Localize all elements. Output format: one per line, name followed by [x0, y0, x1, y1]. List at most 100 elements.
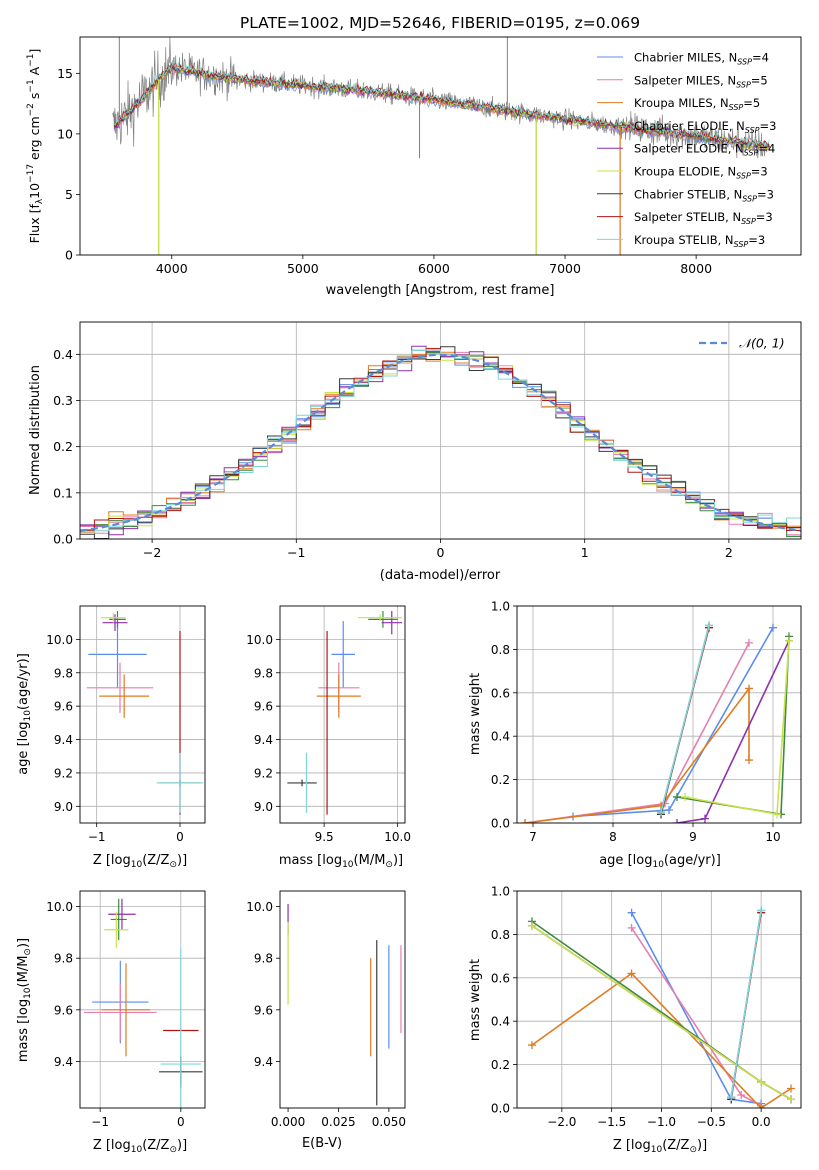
axes-frame — [79, 605, 206, 824]
y-tick-label: 0.8 — [491, 643, 510, 657]
y-tick-label: 9.8 — [254, 666, 273, 680]
y-tick-label: 0.1 — [53, 485, 73, 500]
marker-kroupa-miles — [627, 969, 636, 978]
marker-kroupa-miles — [787, 1084, 796, 1093]
y-tick-label: 9.4 — [54, 1055, 73, 1069]
plot-area — [521, 621, 793, 823]
marker-kroupa-elodie — [787, 1095, 796, 1104]
marker-salpeter-elodie — [701, 814, 709, 823]
axes-frame — [516, 605, 802, 824]
y-tick-label: 10.0 — [46, 633, 73, 647]
x-tick-label: 8 — [609, 830, 617, 844]
x-tick-label: 2 — [725, 545, 733, 560]
massweight-vs-age-panel: 7 8 9 10 0.0 0.2 0.4 0.6 0.8 1.0 — [491, 600, 802, 844]
spectrum-ylabel: Flux [fλ10−17 erg cm−2 s−1 A−1] — [26, 49, 45, 244]
grid — [80, 606, 205, 823]
y-tick-label: 9.6 — [54, 700, 73, 714]
marker-kroupa-miles — [745, 756, 753, 765]
marker-kroupa-stelib — [657, 808, 665, 817]
y-tick-label: 9.4 — [54, 733, 73, 747]
marker-kroupa-miles — [757, 1104, 766, 1108]
x-tick-label: 0.050 — [372, 1115, 406, 1129]
marker-kroupa-elodie — [527, 921, 536, 930]
mwAge-xlabel: age [log10(age/yr)] — [599, 853, 721, 870]
y-tick-label: 9.8 — [54, 666, 73, 680]
axes-frame — [79, 36, 802, 256]
mass-vs-ebv-panel: 0.000 0.025 0.050 9.4 9.6 9.8 10.0 — [246, 890, 406, 1129]
series-line-chabrier-miles — [630, 912, 762, 1105]
series-line-kroupa-miles — [531, 972, 792, 1108]
spectrum-panel: 4000 5000 6000 7000 8000 0 5 10 15 Chabrier MILES… — [57, 36, 802, 276]
massZ-xlabel: Z [log10(Z/Z⊙)] — [93, 1138, 187, 1155]
x-tick-label: 1 — [581, 545, 589, 560]
plot-area — [80, 345, 801, 539]
series-line-kroupa-stelib — [730, 910, 762, 1098]
y-tick-label: 0.3 — [53, 393, 73, 408]
legend-label-kroupa-stelib: Kroupa STELIB, NSSP=3 — [634, 233, 765, 249]
y-tick-label: 0 — [65, 248, 73, 263]
ageZ-ylabel: age [log10(age/yr)] — [16, 653, 33, 775]
model-line-chabrier-stelib — [113, 64, 770, 149]
y-tick-label: 0.8 — [491, 928, 510, 942]
x-tick-label: 6000 — [418, 261, 450, 276]
age-vs-metallicity-panel: −1 0 9.0 9.2 9.4 9.6 9.8 10.0 — [46, 605, 206, 844]
legend-label-chabrier-stelib: Chabrier STELIB, NSSP=3 — [634, 187, 774, 203]
axes-frame — [279, 890, 406, 1109]
legend-label-normal: 𝒩(0, 1) — [739, 336, 785, 351]
x-tick-label: 0 — [437, 545, 445, 560]
marker-salpeter-miles — [737, 1090, 746, 1099]
x-tick-label: −2.0 — [547, 1115, 576, 1129]
marker-kroupa-elodie — [681, 792, 689, 801]
x-tick-label: 0.000 — [271, 1115, 305, 1129]
marker-kroupa-elodie — [757, 1077, 766, 1086]
spectrum-xlabel: wavelength [Angstrom, rest frame] — [326, 283, 555, 298]
y-tick-label: 0.4 — [53, 347, 73, 362]
plot-area — [527, 906, 796, 1108]
y-tick-label: 0.0 — [491, 1102, 510, 1116]
axes-frame — [279, 605, 406, 824]
x-tick-label: −1.0 — [647, 1115, 676, 1129]
legend-label-salpeter-stelib: Salpeter STELIB, NSSP=3 — [634, 210, 773, 226]
marker-chabrier-miles — [665, 805, 673, 814]
histogram-step-kroupa-elodie — [80, 347, 801, 532]
hist-ylabel: Normed distribution — [28, 365, 43, 495]
ageZ-xlabel: Z [log10(Z/Z⊙)] — [93, 853, 187, 870]
y-tick-label: 0.6 — [491, 971, 510, 985]
marker-chabrier-miles — [769, 623, 777, 632]
y-tick-label: 0.0 — [491, 817, 510, 831]
legend-label-kroupa-miles: Kroupa MILES, NSSP=5 — [634, 96, 760, 112]
y-tick-label: 0.4 — [491, 730, 510, 744]
y-tick-label: 9.8 — [54, 952, 73, 966]
normal-curve — [80, 353, 801, 532]
y-tick-label: 0.0 — [53, 532, 73, 547]
plot-area — [86, 611, 204, 815]
figure-title: PLATE=1002, MJD=52646, FIBERID=0195, z=0… — [240, 14, 640, 32]
legend-label-chabrier-miles: Chabrier MILES, NSSP=4 — [634, 51, 769, 67]
legend-label-salpeter-elodie: Salpeter ELODIE, NSSP=4 — [634, 142, 775, 158]
y-tick-label: 9.2 — [54, 766, 73, 780]
x-tick-label: 8000 — [680, 261, 712, 276]
y-tick-label: 0.2 — [491, 1058, 510, 1072]
grid — [80, 891, 205, 1108]
y-tick-label: 9.6 — [54, 1003, 73, 1017]
massZ-ylabel: mass [log10(M/M⊙)] — [16, 938, 33, 1062]
legend-label-chabrier-elodie: Chabrier ELODIE, NSSP=3 — [634, 119, 776, 135]
y-tick-label: 9.0 — [54, 800, 73, 814]
y-tick-label: 0.2 — [53, 439, 73, 454]
age-vs-mass-panel: 9.5 10.0 9.0 9.2 9.4 9.6 9.8 10.0 — [246, 605, 411, 844]
series-line-salpeter-elodie — [676, 640, 790, 823]
axes-frame — [516, 890, 802, 1109]
series-line-salpeter-miles — [630, 927, 762, 1107]
marker-kroupa-stelib — [757, 906, 766, 915]
y-tick-label: 10 — [57, 126, 73, 141]
y-tick-label: 9.8 — [254, 952, 273, 966]
mwAge-ylabel: mass weight — [468, 673, 483, 755]
x-tick-label: 0 — [177, 1115, 185, 1129]
y-tick-label: 10.0 — [246, 633, 273, 647]
y-tick-label: 9.2 — [254, 766, 273, 780]
series-line-kroupa-stelib — [660, 625, 710, 813]
mwZ-xlabel: Z [log10(Z/Z⊙)] — [613, 1138, 707, 1155]
plot-area — [84, 898, 203, 1108]
grid — [280, 606, 405, 823]
marker-kroupa-miles — [521, 819, 529, 823]
